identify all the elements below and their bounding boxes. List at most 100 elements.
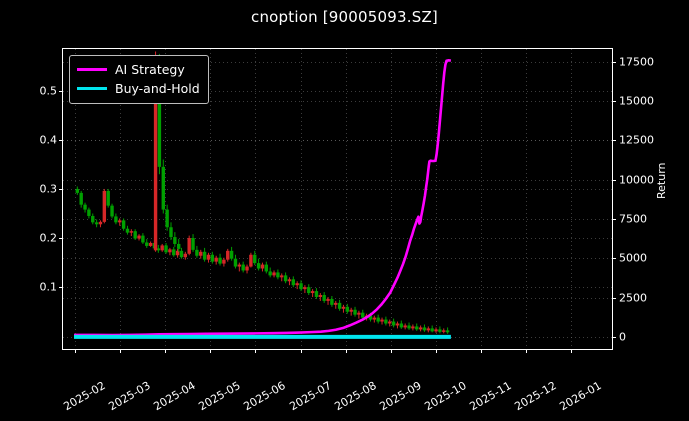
candle-body (415, 326, 419, 330)
candle-body (253, 254, 257, 264)
x-axis-tickmark (435, 349, 437, 353)
candle-body (391, 321, 396, 326)
candle-body (141, 235, 145, 243)
candle-body (222, 259, 226, 264)
candle-body (114, 216, 118, 223)
candle-body (199, 251, 203, 256)
chart-legend[interactable]: AI Strategy Buy-and-Hold (69, 55, 209, 104)
x-axis-tick-label: 2025-11 (467, 378, 514, 414)
candle-body (102, 190, 107, 222)
page-title: cnoption [90005093.SZ] (251, 8, 438, 26)
x-axis-tickmark (480, 349, 482, 353)
gridline-vertical (346, 49, 347, 349)
candle-body (372, 317, 377, 320)
candle-body (137, 235, 141, 239)
candle-body (129, 231, 134, 233)
candle-body (303, 287, 307, 290)
candle-body (314, 291, 319, 297)
candle-body (157, 61, 162, 167)
candle-body (156, 248, 161, 251)
x-axis-tick-label: 2025-04 (151, 378, 198, 414)
candle-body (295, 283, 299, 286)
x-axis-tickmark (526, 349, 527, 353)
candle-body (164, 245, 168, 253)
x-axis-tickmark (120, 349, 122, 353)
candle-body (418, 327, 423, 330)
series-line-ai-strategy (74, 59, 452, 337)
candle-body (422, 327, 427, 331)
candle-body (276, 272, 280, 278)
candle-body (353, 309, 357, 315)
candle-body (268, 271, 272, 276)
x-axis-tickmark (300, 349, 302, 353)
candle-body (106, 190, 110, 206)
candle-body (434, 329, 438, 332)
x-axis-tickmark (390, 349, 392, 353)
candle-body (438, 329, 442, 332)
y-axis-right-tickmark (612, 140, 616, 142)
legend-item-ai-strategy[interactable]: AI Strategy (77, 60, 200, 79)
gridline-vertical (165, 49, 166, 349)
candle-body (249, 254, 253, 267)
gridline-vertical (436, 49, 437, 349)
candle-body (206, 254, 211, 260)
x-axis-tickmark (75, 349, 76, 353)
y-axis-right-tickmark (612, 258, 616, 260)
x-axis-tick-label: 2025-07 (286, 378, 334, 414)
candle-body (318, 295, 323, 297)
candle-body (256, 263, 261, 269)
y-axis-left-tickmark (59, 188, 63, 190)
candle-body (98, 221, 103, 225)
candle-body (264, 264, 269, 272)
legend-swatch-icon (77, 87, 107, 90)
gridline-horizontal (63, 298, 612, 299)
candle-body (399, 323, 404, 328)
candle-body (160, 245, 164, 251)
gridline-vertical (255, 49, 256, 349)
x-axis-tickmark (165, 349, 167, 353)
candle-body (245, 266, 249, 271)
candle-body (145, 242, 149, 246)
candle-body (326, 298, 330, 301)
y-axis-left-tick-label: 0.4 (39, 133, 58, 147)
x-axis-tick-label: 2025-10 (422, 378, 469, 414)
legend-item-buy-and-hold[interactable]: Buy-and-Hold (77, 79, 200, 98)
candle-body (91, 215, 95, 223)
gridline-vertical (120, 49, 121, 349)
gridline-vertical (210, 49, 211, 349)
y-axis-right-tick-label: 2500 (619, 291, 647, 305)
candle-body (334, 302, 338, 305)
x-axis-tick-label: 2025-06 (241, 378, 289, 414)
gridline-horizontal (63, 258, 612, 259)
candle-body (291, 279, 296, 286)
y-axis-right-tick-label: 0 (619, 330, 626, 344)
candle-body (173, 237, 177, 244)
candle-body (403, 325, 407, 328)
y-axis-left-tick-label: 0.1 (39, 280, 58, 294)
candle-body (322, 295, 326, 301)
x-axis-tick-label: 2025-05 (196, 378, 243, 414)
candle-body (299, 283, 303, 290)
candle-body (229, 250, 234, 259)
y-axis-right-tick-label: 7500 (619, 212, 647, 226)
candle-body (83, 204, 87, 210)
candle-body (361, 312, 365, 318)
gridline-horizontal (63, 62, 612, 63)
candle-body (121, 220, 126, 229)
y-axis-right-tickmark (612, 336, 616, 338)
candle-body (395, 323, 400, 326)
y-axis-right-tickmark (612, 61, 616, 63)
y-axis-left-tick-label: 0.5 (39, 84, 58, 98)
candle-body (153, 61, 158, 251)
candle-body (411, 326, 415, 329)
y-axis-right-tick-label: 5000 (619, 251, 647, 265)
candle-body (307, 287, 311, 294)
candle-body (125, 228, 130, 233)
candle-body (175, 250, 180, 256)
candle-body (133, 231, 137, 239)
candle-body (260, 264, 265, 269)
x-axis-tick-label: 2025-08 (331, 378, 379, 414)
x-axis-tick-label: 2026-01 (557, 378, 604, 414)
candle-body (445, 330, 450, 333)
